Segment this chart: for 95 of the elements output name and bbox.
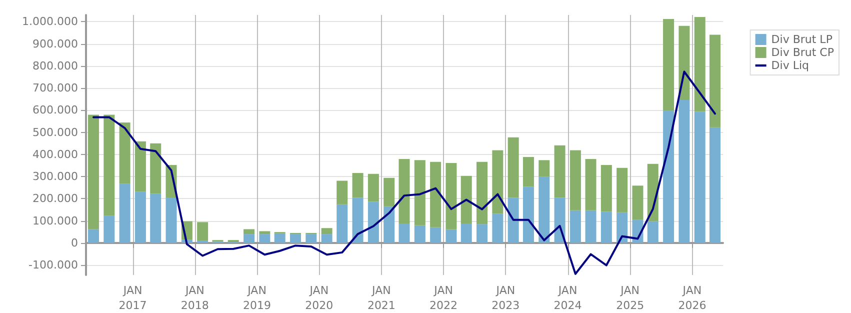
bar (336, 204, 348, 243)
x-tick-label: JAN 2026 (678, 284, 706, 312)
bar (368, 174, 379, 202)
bar (710, 127, 720, 243)
legend-label: Div Brut CP (771, 46, 834, 59)
bar (492, 214, 504, 243)
x-tick-label: JAN 2022 (430, 284, 458, 312)
bar (554, 198, 566, 243)
bar (632, 186, 644, 220)
bar (460, 176, 472, 224)
bar (492, 150, 504, 214)
bar (508, 198, 519, 243)
y-tick-label: 800.000 (32, 59, 78, 72)
bar (710, 34, 720, 128)
bar (244, 229, 255, 234)
bar (244, 234, 255, 243)
bar (585, 210, 596, 243)
bar (600, 212, 612, 243)
bar (616, 168, 628, 212)
line-series (92, 70, 716, 275)
bar (352, 172, 364, 198)
bar (134, 141, 146, 192)
bar (554, 145, 566, 198)
bar (306, 234, 317, 243)
y-tick-label: 100.000 (32, 214, 78, 228)
bar (538, 160, 550, 177)
x-tick-label: JAN 2021 (367, 284, 396, 312)
bar (476, 162, 488, 224)
bar (663, 110, 674, 243)
bar (104, 114, 115, 216)
bar (570, 210, 581, 243)
bar (678, 100, 690, 243)
bar (538, 176, 550, 243)
bar (134, 192, 146, 243)
bar (508, 137, 519, 198)
x-tick-label: JAN 2018 (180, 284, 209, 312)
y-tick-label: 900.000 (32, 37, 78, 50)
x-tick-label: JAN 2017 (118, 284, 147, 312)
bar (352, 198, 364, 243)
bar (336, 180, 348, 204)
bar (430, 162, 442, 228)
bar (274, 233, 286, 243)
x-tick-label: JAN 2020 (305, 284, 334, 312)
bar (460, 223, 472, 243)
bar (398, 223, 410, 243)
bar (476, 224, 488, 243)
bar (321, 228, 332, 234)
y-tick-label: 200.000 (32, 192, 78, 206)
bar (259, 234, 270, 243)
bar (414, 160, 426, 226)
bar (119, 184, 130, 243)
y-tick-label: 1.000.000 (22, 15, 78, 28)
bar (368, 202, 379, 243)
bar (694, 112, 706, 243)
bar (88, 229, 99, 243)
y-tick-label: 400.000 (32, 148, 78, 161)
x-tick-label: JAN 2025 (616, 284, 644, 312)
y-tick-label: 500.000 (32, 126, 78, 139)
bar (570, 150, 581, 210)
bar (104, 216, 115, 243)
bar (446, 163, 457, 230)
bar (678, 26, 690, 100)
y-tick-label: 700.000 (32, 82, 78, 95)
y-tick-label: 300.000 (32, 170, 78, 184)
x-tick-label: JAN 2024 (554, 284, 582, 312)
bar (384, 178, 395, 206)
bar (663, 18, 674, 111)
bar (694, 16, 706, 112)
y-tick-label: 600.000 (32, 104, 78, 117)
bar (430, 227, 442, 243)
bar (119, 122, 130, 184)
bar (166, 198, 177, 243)
bar (446, 229, 457, 243)
legend-label: Div Brut LP (771, 33, 833, 46)
x-tick-label: JAN 2019 (243, 284, 272, 312)
bar (150, 143, 162, 194)
bar (259, 231, 270, 234)
bar (600, 165, 612, 212)
bar (398, 159, 410, 224)
bar (290, 234, 301, 243)
bar (616, 212, 628, 243)
legend-label: Div Liq (771, 59, 810, 72)
bar (321, 234, 332, 243)
bar (522, 157, 534, 187)
x-tick-label: JAN 2023 (492, 284, 520, 312)
bar (647, 221, 658, 243)
y-tick-label: 0 (71, 236, 78, 250)
bar (414, 225, 426, 243)
bar (88, 114, 99, 230)
bar (384, 206, 395, 243)
bar (585, 159, 596, 210)
bar (150, 194, 162, 243)
bar (522, 186, 534, 243)
y-tick-label: -100.000 (28, 258, 78, 272)
bar (197, 222, 208, 241)
